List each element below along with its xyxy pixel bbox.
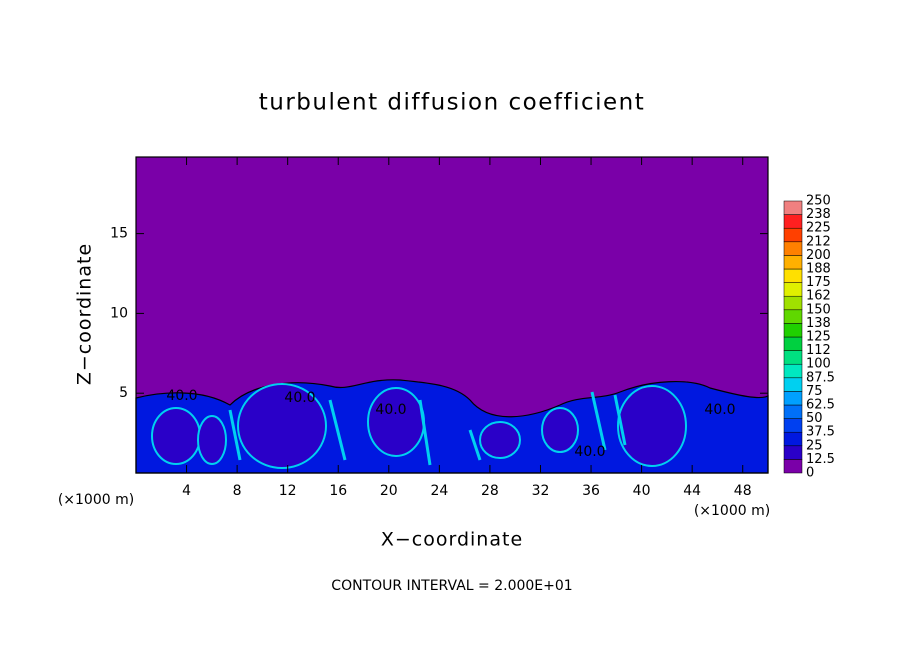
colorbar-label: 12.5 [806,452,835,467]
colorbar-swatch [783,459,803,474]
colorbar-label: 138 [806,316,831,331]
contour-label: 40.0 [284,390,315,406]
colorbar-label: 150 [806,302,831,317]
eddy-filament [328,399,347,461]
colorbar-label: 112 [806,343,831,358]
eddy-cell [237,383,327,469]
x-tick-label: 32 [532,483,550,499]
y-tick-label: 5 [119,385,128,401]
colorbar-swatch [783,227,803,243]
y-tick-label: 10 [110,305,128,321]
x-unit: (×1000 m) [694,503,770,519]
eddy-cell [197,415,227,465]
contour-label: 40.0 [375,402,406,418]
colorbar-swatch [783,295,803,311]
colorbar-swatch [783,445,803,460]
x-tick-label: 16 [329,483,347,499]
y-tick-label: 15 [110,226,128,242]
contour-label: 40.0 [574,444,605,460]
colorbar-label: 0 [806,466,814,481]
footnote: CONTOUR INTERVAL = 2.000E+01 [331,578,572,594]
field [135,379,769,474]
colorbar-swatch [783,309,803,324]
colorbar-swatch [783,200,803,215]
colorbar-label: 238 [806,207,831,222]
colorbar-label: 75 [806,384,823,399]
x-tick-label: 24 [430,483,448,499]
eddy-filament [468,429,482,461]
colorbar-label: 225 [806,221,831,236]
colorbar-swatch [783,241,803,256]
eddy-cell [541,407,579,453]
colorbar-swatch [783,418,803,433]
x-tick-label: 28 [481,483,499,499]
colorbar-swatch [783,255,803,270]
colorbar-label: 50 [806,411,823,426]
x-tick-label: 20 [380,483,398,499]
colorbar-label: 125 [806,330,831,345]
colorbar-swatch [783,431,803,447]
colorbar-label: 25 [806,438,823,453]
x-tick-label: 48 [734,483,752,499]
colorbar-label: 188 [806,262,831,277]
colorbar-label: 162 [806,289,831,304]
y-axis-label: Z−coordinate [74,243,96,385]
x-tick-label: 4 [182,483,191,499]
contour-label: 40.0 [704,402,735,418]
eddy-cell [479,421,521,459]
colorbar-label: 250 [806,194,831,209]
eddy-filament [228,409,242,461]
plot-frame [135,156,769,474]
x-tick-label: 44 [683,483,701,499]
colorbar-swatch [783,323,803,338]
colorbar-swatch [783,268,803,283]
eddy-filament [418,399,432,466]
colorbar-label: 62.5 [806,398,835,413]
eddy-filament [590,391,607,451]
eddy-cell [151,407,201,465]
x-axis-label: X−coordinate [381,529,523,551]
eddy-cell [367,387,425,457]
colorbar-label: 200 [806,248,831,263]
colorbar-label: 37.5 [806,425,835,440]
x-tick-label: 8 [233,483,242,499]
x-tick-label: 36 [582,483,600,499]
colorbar-swatch [783,350,803,365]
eddy-filament [613,394,627,446]
colorbar-swatch [783,363,803,379]
colorbar-swatch [783,391,803,406]
x-tick-label: 12 [279,483,297,499]
colorbar-swatch [783,336,803,351]
colorbar-label: 212 [806,234,831,249]
colorbar-label: 100 [806,357,831,372]
colorbar-swatch [783,404,803,419]
eddy-cell [617,385,687,467]
contour-label: 40.0 [166,388,197,404]
colorbar-swatch [783,377,803,392]
y-unit: (×1000 m) [58,492,134,508]
chart-title: turbulent diffusion coefficient [259,90,646,116]
x-tick-label: 40 [633,483,651,499]
colorbar-swatch [783,214,803,229]
colorbar-swatch [783,282,803,297]
colorbar-label: 175 [806,275,831,290]
colorbar-label: 87.5 [806,370,835,385]
